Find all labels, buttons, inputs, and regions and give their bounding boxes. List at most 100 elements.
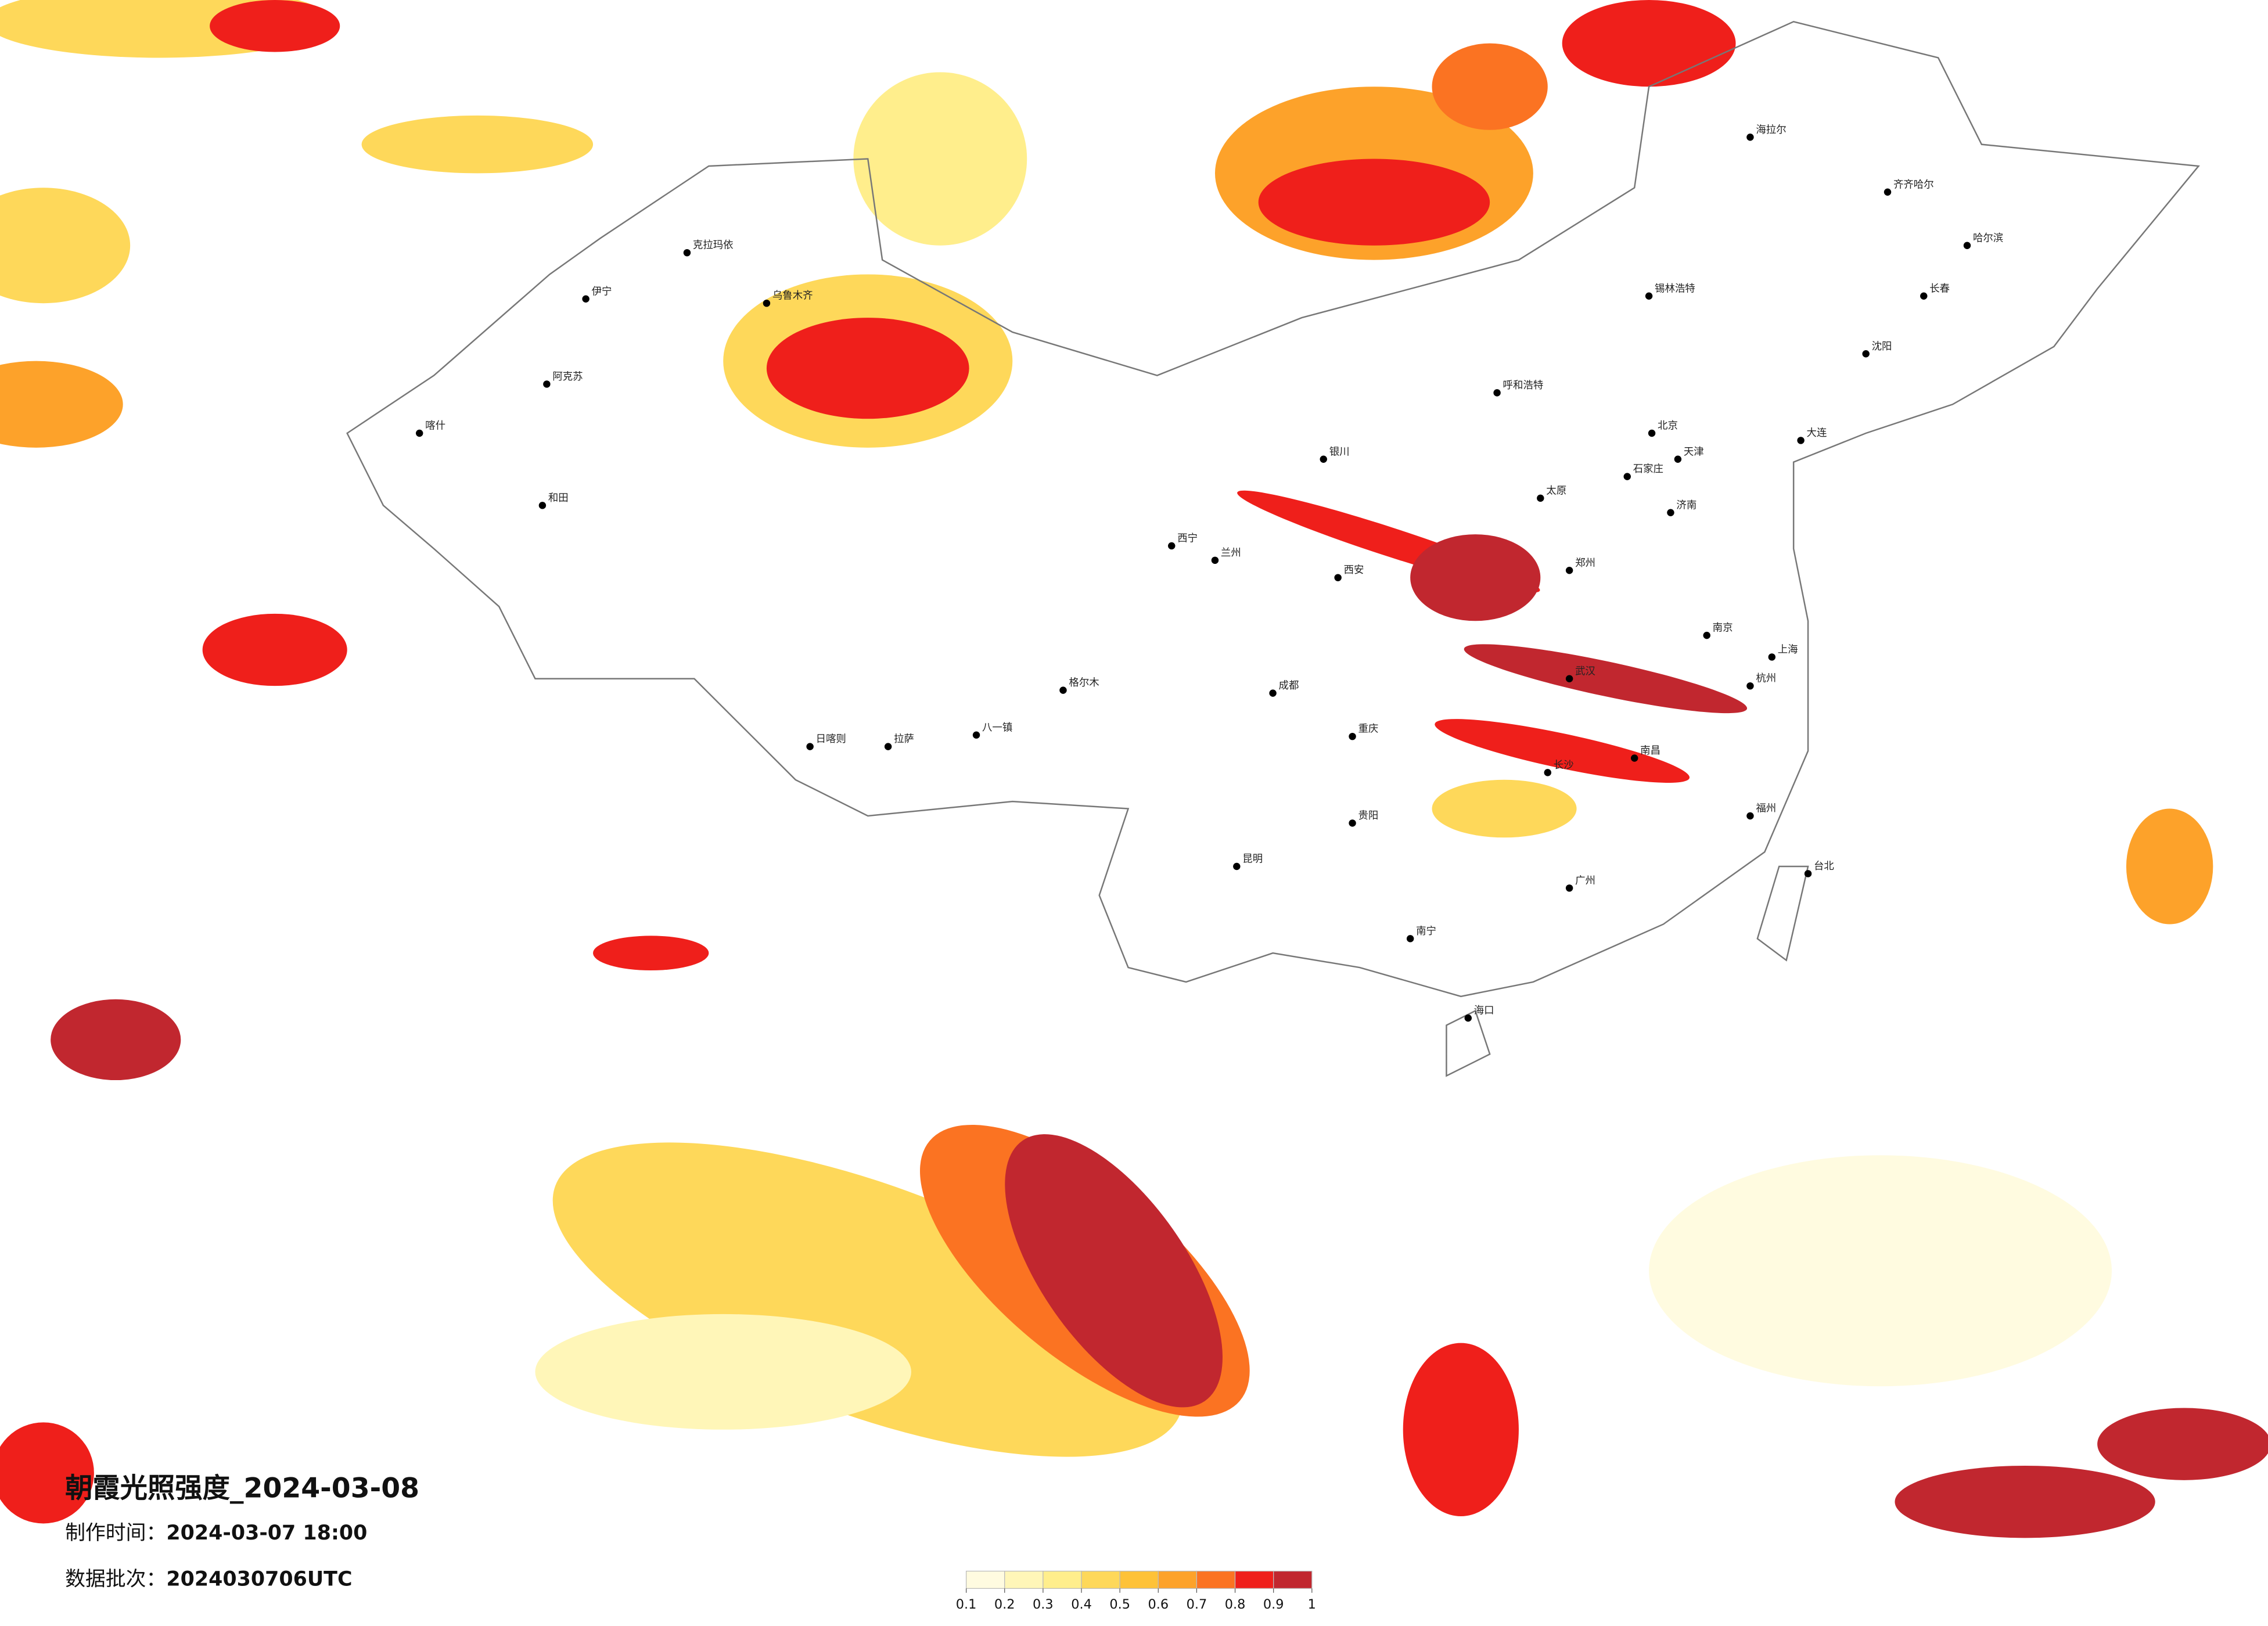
city-label: 银川 <box>1329 446 1350 458</box>
city-label: 长沙 <box>1554 760 1574 771</box>
intensity-field <box>0 0 2268 1538</box>
city-dot <box>582 295 590 303</box>
city-label: 广州 <box>1575 875 1595 887</box>
city-dot <box>1963 242 1971 249</box>
city-dot <box>1565 567 1573 574</box>
legend-tick-label: 0.7 <box>1187 1597 1207 1612</box>
city-label: 海拉尔 <box>1756 124 1786 136</box>
city-dot <box>972 731 980 739</box>
city-dot <box>1703 631 1710 639</box>
city-label: 南宁 <box>1416 926 1436 937</box>
city-label: 拉萨 <box>894 733 914 745</box>
city-label: 上海 <box>1778 644 1798 656</box>
city-label: 重庆 <box>1358 724 1379 735</box>
city-dot <box>1493 389 1501 397</box>
city-label: 西安 <box>1344 564 1364 576</box>
city-label: 格尔木 <box>1069 677 1099 689</box>
city-dot <box>1746 682 1754 690</box>
production-time-label: 制作时间： <box>65 1521 166 1545</box>
data-batch: 数据批次：2024030706UTC <box>65 1567 352 1591</box>
city-dot <box>1797 437 1805 444</box>
city-dot <box>1269 689 1277 697</box>
city-label: 武汉 <box>1575 665 1595 677</box>
city-label: 和田 <box>548 492 569 504</box>
city-dot <box>1168 542 1176 550</box>
city-label: 八一镇 <box>982 722 1012 733</box>
legend-swatch <box>1234 1570 1274 1589</box>
city-dot <box>1862 350 1870 358</box>
city-label: 阿克苏 <box>552 371 583 383</box>
city-dot <box>1334 574 1342 581</box>
legend: 0.1 0.2 0.3 0.4 0.5 0.6 0.7 0.8 0.9 1 <box>956 1570 1316 1612</box>
city-dot <box>1544 769 1551 776</box>
city-dot <box>1667 509 1674 516</box>
data-batch-value: 2024030706UTC <box>166 1567 352 1591</box>
city-dot <box>1565 675 1573 682</box>
city-label: 克拉玛依 <box>693 240 734 251</box>
legend-tick-label: 0.3 <box>1033 1597 1054 1612</box>
city-dot <box>1645 292 1653 300</box>
city-dot <box>1623 473 1631 480</box>
legend-tick-label: 0.1 <box>956 1597 977 1612</box>
city-dot <box>1648 429 1656 437</box>
city-dot <box>1804 870 1812 877</box>
city-label: 沈阳 <box>1872 341 1892 352</box>
city-label: 呼和浩特 <box>1503 380 1544 391</box>
city-label: 日喀则 <box>816 733 846 745</box>
city-label: 杭州 <box>1756 673 1776 685</box>
data-batch-label: 数据批次： <box>65 1567 166 1591</box>
legend-swatch <box>965 1570 1005 1589</box>
city-label: 南昌 <box>1640 745 1660 757</box>
city-label: 太原 <box>1546 485 1566 497</box>
city-label: 贵阳 <box>1358 810 1379 822</box>
city-label: 大连 <box>1807 427 1827 439</box>
legend-tick-label: 0.8 <box>1225 1597 1246 1612</box>
city-label: 昆明 <box>1242 854 1263 865</box>
city-dot <box>763 299 771 307</box>
city-label: 兰州 <box>1221 547 1241 559</box>
city-label: 喀什 <box>425 420 445 432</box>
city-dot <box>1059 686 1067 694</box>
city-label: 西宁 <box>1177 533 1198 545</box>
city-dot <box>1537 494 1544 502</box>
legend-swatch <box>1158 1570 1198 1589</box>
city-label: 石家庄 <box>1633 463 1663 475</box>
city-dot <box>543 380 551 388</box>
legend-swatch <box>1196 1570 1236 1589</box>
city-label: 锡林浩特 <box>1655 283 1695 294</box>
legend-swatch <box>1119 1570 1159 1589</box>
city-dot <box>1920 292 1928 300</box>
city-label: 南京 <box>1713 623 1733 634</box>
city-label: 长春 <box>1929 283 1950 294</box>
city-dot <box>1746 812 1754 820</box>
legend-swatch <box>1043 1570 1082 1589</box>
city-label: 海口 <box>1474 1005 1494 1017</box>
city-dot <box>683 249 691 257</box>
city-dot <box>1565 884 1573 892</box>
city-dot <box>1406 935 1414 942</box>
legend-tick-label: 0.2 <box>994 1597 1015 1612</box>
city-dot <box>1233 862 1241 870</box>
city-label: 乌鲁木齐 <box>772 290 813 302</box>
city-dot <box>1349 819 1356 827</box>
city-dot <box>1464 1014 1472 1022</box>
legend-tick-label: 0.4 <box>1071 1597 1092 1612</box>
legend-swatch <box>1273 1570 1313 1589</box>
city-label: 天津 <box>1684 446 1704 458</box>
city-label: 福州 <box>1756 803 1776 815</box>
city-label: 郑州 <box>1575 557 1595 569</box>
map-title: 朝霞光照强度_2024-03-08 <box>65 1473 419 1505</box>
city-label: 成都 <box>1279 680 1299 692</box>
city-dot <box>1884 188 1892 196</box>
city-label: 北京 <box>1658 420 1678 432</box>
city-dot <box>1630 754 1638 762</box>
legend-tick-label: 1 <box>1308 1597 1316 1612</box>
city-dot <box>1674 455 1682 463</box>
legend-swatch <box>1004 1570 1044 1589</box>
city-dot <box>1320 455 1327 463</box>
city-dot <box>1768 653 1776 661</box>
city-dot <box>806 743 814 750</box>
